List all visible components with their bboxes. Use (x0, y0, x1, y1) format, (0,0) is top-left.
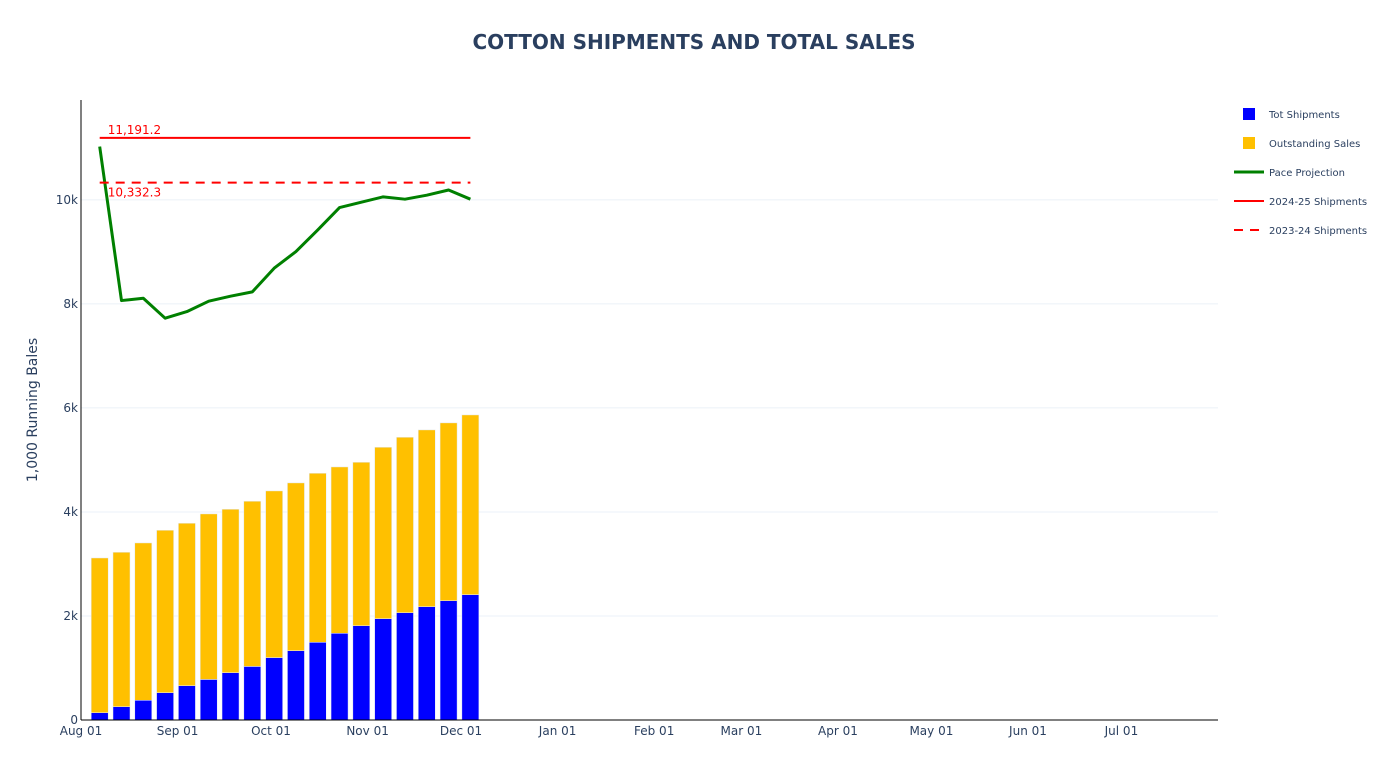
bar-tot-shipments (287, 650, 305, 721)
legend-item-outstanding-sales: Outstanding Sales (1243, 137, 1360, 150)
bar-tot-shipments (90, 712, 109, 721)
legend-label: 2024-25 Shipments (1269, 197, 1367, 208)
legend-label: 2023-24 Shipments (1269, 226, 1367, 237)
y-tick-label: 8k (63, 297, 78, 311)
bar-outstanding-sales (330, 466, 349, 634)
bar-outstanding-sales (221, 508, 240, 673)
bar-tot-shipments (178, 685, 196, 721)
bar-tot-shipments (112, 706, 131, 721)
x-tick-label: Sep 01 (157, 724, 199, 738)
bar-outstanding-sales (418, 429, 436, 607)
lines (98, 136, 471, 320)
bar-outstanding-sales (396, 437, 414, 613)
annotations: 11,191.2 10,332.3 (108, 123, 161, 200)
y-tick-label: 6k (63, 401, 78, 415)
y-tick-label: 2k (63, 609, 78, 623)
chart-title: COTTON SHIPMENTS AND TOTAL SALES (472, 30, 915, 54)
x-tick-label: Aug 01 (60, 724, 103, 738)
bar-tot-shipments (156, 692, 174, 721)
x-tick-label: May 01 (909, 724, 953, 738)
x-tick-label: Jul 01 (1104, 724, 1139, 738)
bar-outstanding-sales (199, 513, 218, 680)
bar-tot-shipments (265, 657, 283, 721)
bar-outstanding-sales (90, 557, 109, 713)
bar-outstanding-sales (134, 542, 153, 701)
bar-outstanding-sales (374, 446, 392, 619)
bar-tot-shipments (308, 642, 327, 721)
bar-outstanding-sales (112, 552, 131, 707)
legend-swatch (1243, 137, 1255, 149)
y-tick-labels: 0 2k 4k 6k 8k 10k (56, 193, 78, 727)
legend-label: Tot Shipments (1268, 110, 1340, 121)
x-tick-labels: Aug 01 Sep 01 Oct 01 Nov 01 Dec 01 Jan 01 Feb … (60, 724, 1138, 738)
x-tick-label: Apr 01 (818, 724, 858, 738)
bar-tot-shipments (352, 625, 371, 721)
bar-tot-shipments (330, 633, 349, 721)
legend-label: Pace Projection (1269, 168, 1345, 179)
legend-item-2024-25-shipments: 2024-25 Shipments (1234, 197, 1367, 208)
bar-tot-shipments (221, 672, 240, 721)
bar-tot-shipments (374, 618, 392, 721)
annotation-2024-25: 11,191.2 (108, 123, 161, 137)
y-axis-label: 1,000 Running Bales (25, 338, 41, 482)
x-tick-label: Dec 01 (440, 724, 482, 738)
bar-outstanding-sales (308, 472, 327, 643)
bar-tot-shipments (243, 666, 262, 721)
y-tick-label: 10k (56, 193, 78, 207)
y-tick-label: 4k (63, 505, 78, 519)
bar-outstanding-sales (178, 522, 196, 686)
legend-item-2023-24-shipments: 2023-24 Shipments (1234, 226, 1367, 237)
bar-outstanding-sales (287, 482, 305, 651)
bar-tot-shipments (199, 679, 218, 721)
pace-projection-line (98, 146, 471, 320)
y-tick-label: 0 (70, 713, 78, 727)
annotation-2023-24: 10,332.3 (108, 186, 161, 200)
bar-outstanding-sales (265, 490, 283, 658)
legend-label: Outstanding Sales (1269, 139, 1360, 150)
legend: Tot Shipments Outstanding Sales Pace Proje… (1234, 108, 1367, 237)
bar-outstanding-sales (439, 422, 458, 601)
bar-tot-shipments (396, 612, 414, 721)
x-tick-label: Nov 01 (346, 724, 389, 738)
x-tick-label: Mar 01 (721, 724, 763, 738)
x-tick-label: Feb 01 (634, 724, 674, 738)
x-tick-label: Oct 01 (251, 724, 291, 738)
x-tick-label: Jan 01 (538, 724, 577, 738)
axes (80, 100, 1218, 721)
bar-tot-shipments (439, 600, 458, 721)
bar-outstanding-sales (352, 462, 371, 626)
legend-item-tot-shipments: Tot Shipments (1243, 108, 1340, 121)
bar-outstanding-sales (243, 500, 262, 667)
bars (90, 414, 480, 721)
bar-tot-shipments (134, 700, 153, 721)
bar-outstanding-sales (461, 414, 480, 595)
legend-item-pace-projection: Pace Projection (1234, 168, 1345, 179)
legend-swatch (1243, 108, 1255, 120)
bar-outstanding-sales (156, 530, 174, 693)
bar-tot-shipments (461, 594, 480, 721)
bar-tot-shipments (418, 606, 436, 721)
x-tick-label: Jun 01 (1008, 724, 1047, 738)
